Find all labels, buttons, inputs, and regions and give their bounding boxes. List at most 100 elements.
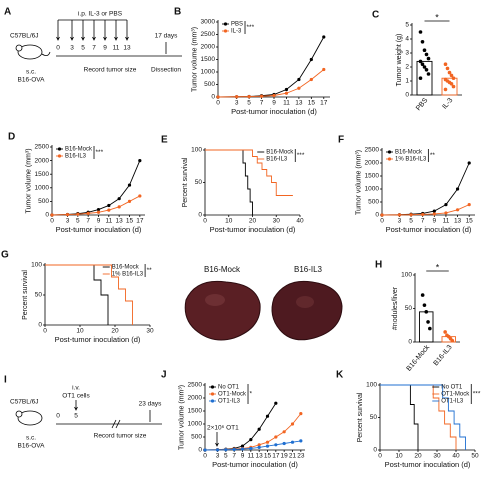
data-point <box>422 48 427 52</box>
y-tick-label: 1000 <box>188 421 203 428</box>
data-point <box>443 87 448 92</box>
data-point <box>309 57 313 62</box>
data-point <box>247 95 251 99</box>
x-tick-label: 0 <box>216 100 220 107</box>
data-point <box>322 67 326 72</box>
y-tick-label: 100 <box>401 272 412 279</box>
x-tick-label: 11 <box>105 218 112 225</box>
x-tick-label: 13 <box>295 100 303 107</box>
y-tick-label: 2000 <box>365 160 380 167</box>
x-tick-label: 0 <box>43 328 47 335</box>
y-tick-label: 0 <box>198 447 202 454</box>
data-point <box>422 65 427 69</box>
liver-image <box>184 280 261 341</box>
legend-entry: B16-Mock <box>266 150 294 156</box>
data-point <box>96 207 101 212</box>
significance: * <box>250 391 253 398</box>
series-line <box>51 195 141 216</box>
legend-entry: B16-IL3 <box>266 157 288 163</box>
data-point <box>422 303 427 307</box>
legend-entry: PBS <box>231 22 243 28</box>
panel-label: A <box>4 7 11 18</box>
data-point <box>397 213 402 217</box>
x-tick-label: 10 <box>76 328 84 335</box>
y-tick-label: 5 <box>405 22 409 29</box>
data-point <box>274 401 278 405</box>
record-label: Record tumor size <box>84 67 137 74</box>
series-line <box>204 413 302 451</box>
series-line <box>380 384 419 450</box>
x-tick-label: 11 <box>283 100 290 107</box>
data-point <box>443 330 447 334</box>
mouse-tail <box>41 51 51 56</box>
legend-entry: IL-3 <box>231 29 242 35</box>
y-tick-label: 2 <box>405 64 409 71</box>
data-point <box>232 447 236 452</box>
data-point <box>445 66 450 71</box>
legend-marker <box>210 399 215 403</box>
data-point <box>127 199 132 203</box>
x-tick-label: 3 <box>235 100 239 107</box>
y-tick-label: 1 <box>405 78 409 85</box>
data-point <box>117 205 121 209</box>
liver-images: B16-Mock B16-IL3 <box>184 265 343 341</box>
y-tick-label: 1000 <box>35 185 50 192</box>
data-point <box>86 211 90 215</box>
legend-entry: B16-Mock <box>65 147 93 153</box>
injection-arrow <box>103 20 107 41</box>
x-tick-label: 5 <box>76 218 80 225</box>
injection-arrow <box>81 20 85 41</box>
panel-label: I <box>4 375 7 386</box>
x-tick-label: 15 <box>308 100 316 107</box>
panel-label: H <box>375 260 382 271</box>
data-point <box>96 210 101 214</box>
data-point <box>257 427 261 431</box>
data-point <box>409 213 413 217</box>
significance: ** <box>430 152 436 159</box>
liver-highlight <box>296 296 314 308</box>
y-tick-label: 1500 <box>201 56 216 63</box>
y-axis-label: Tumor volume (mm³) <box>178 385 185 450</box>
x-tick-label: 17 <box>136 218 144 225</box>
y-tick-label: 2500 <box>365 147 380 154</box>
data-point <box>274 435 278 439</box>
data-point <box>299 412 303 416</box>
x-tick-label: 30 <box>273 218 281 225</box>
treatment-label: OT1 cells <box>62 393 90 400</box>
y-tick-label: 100 <box>191 147 202 154</box>
mouse-icon <box>17 44 43 60</box>
y-axis-label: Tumor volume (mm³) <box>191 27 198 92</box>
legend-entry: 1% B16-IL3 <box>395 157 427 163</box>
legend-entry: B16-Mock <box>395 150 423 156</box>
legend-entry: B16-Mock <box>112 265 140 271</box>
data-point <box>424 68 429 72</box>
x-tick-label: 7 <box>260 100 264 107</box>
legend-entry: OT1-Mock <box>218 392 247 398</box>
series-line <box>205 149 293 196</box>
x-tick-label: 20 <box>249 218 257 225</box>
significance: * <box>435 12 439 22</box>
panel-label: B <box>174 7 181 18</box>
data-point <box>418 59 423 64</box>
x-tick-label: B16-IL3 <box>433 344 454 367</box>
legend-marker <box>223 22 228 26</box>
data-point <box>274 443 278 447</box>
y-tick-label: 0 <box>408 339 412 346</box>
data-point <box>65 212 70 217</box>
data-point <box>127 183 132 187</box>
x-tick-label: 17 <box>320 100 328 107</box>
x-tick-label: 13 <box>116 218 124 225</box>
data-point <box>380 213 384 217</box>
mouse-icon <box>15 44 23 52</box>
data-point <box>420 40 425 44</box>
panel-label: E <box>161 135 168 146</box>
legend-marker <box>57 147 62 151</box>
significance: *** <box>473 391 481 398</box>
y-tick-label: 2000 <box>188 395 203 402</box>
bar <box>419 311 434 343</box>
data-point <box>240 444 245 448</box>
y-tick-label: 2000 <box>35 157 50 164</box>
data-point <box>432 212 436 216</box>
